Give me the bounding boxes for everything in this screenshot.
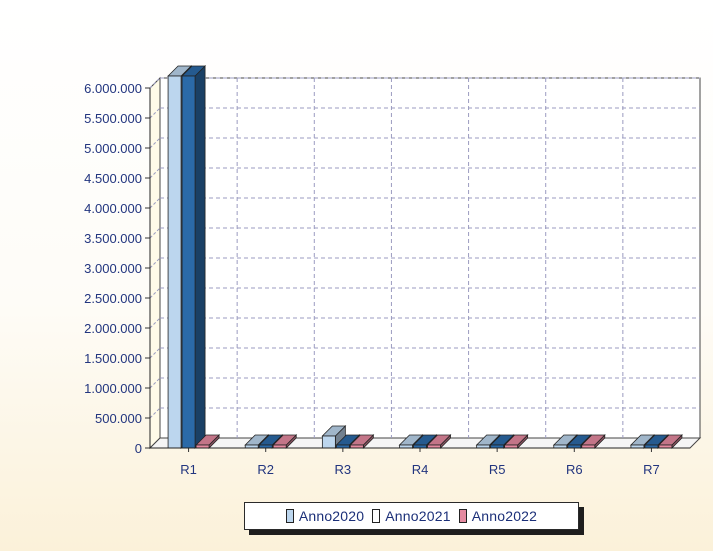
y-tick-label: 1.500.000	[84, 351, 142, 366]
legend-label-anno2021: Anno2021	[385, 508, 451, 524]
y-tick-label: 5.000.000	[84, 141, 142, 156]
legend-label-anno2022: Anno2022	[471, 508, 538, 524]
gridline-y-side	[149, 107, 161, 119]
gridline-y-side	[149, 77, 161, 89]
y-tick-label: 4.500.000	[84, 171, 142, 186]
y-tick-label: 3.500.000	[84, 231, 142, 246]
bar-anno2020-r3	[321, 435, 336, 449]
y-tick-label: 2.000.000	[84, 321, 142, 336]
x-tick-label: R2	[257, 462, 274, 477]
chart-legend: Anno2020 Anno2021 Anno2022	[244, 502, 579, 530]
gridline-y-side	[149, 377, 161, 389]
y-tick-label: 5.500.000	[84, 111, 142, 126]
bar-anno2020-r1	[167, 75, 182, 449]
gridline-y-side	[149, 227, 161, 239]
y-tick-label: 3.000.000	[84, 261, 142, 276]
x-tick-label: R4	[412, 462, 429, 477]
x-tick-label: R6	[566, 462, 583, 477]
y-tick-label: 6.000.000	[84, 81, 142, 96]
x-tick-label: R5	[489, 462, 506, 477]
legend-swatch-anno2020	[285, 509, 294, 523]
gridline-y-side	[149, 137, 161, 149]
y-tick-label: 500.000	[95, 411, 142, 426]
x-tick-label: R3	[335, 462, 352, 477]
gridline-y-side	[149, 407, 161, 419]
x-tick-label: R1	[180, 462, 197, 477]
gridline-y-side	[149, 167, 161, 179]
legend-swatch-anno2021	[372, 509, 381, 523]
y-tick-label: 4.000.000	[84, 201, 142, 216]
gridline-y-side	[149, 257, 161, 269]
legend-item-anno2021: Anno2021	[372, 508, 451, 524]
y-tick-label: 2.500.000	[84, 291, 142, 306]
bar-anno2021-r1-side	[194, 65, 206, 449]
bar-anno2021-r1	[181, 75, 196, 449]
gridline-y-side	[149, 347, 161, 359]
legend-label-anno2020: Anno2020	[298, 508, 365, 524]
gridline-y-side	[149, 197, 161, 209]
legend-item-anno2020: Anno2020	[285, 508, 365, 524]
gridline-y-side	[149, 317, 161, 329]
y-tick-label: 0	[135, 441, 142, 456]
y-tick-label: 1.000.000	[84, 381, 142, 396]
x-tick-label: R7	[643, 462, 660, 477]
legend-item-anno2022: Anno2022	[458, 508, 538, 524]
gridline-y-side	[149, 287, 161, 299]
legend-swatch-anno2022	[458, 509, 467, 523]
